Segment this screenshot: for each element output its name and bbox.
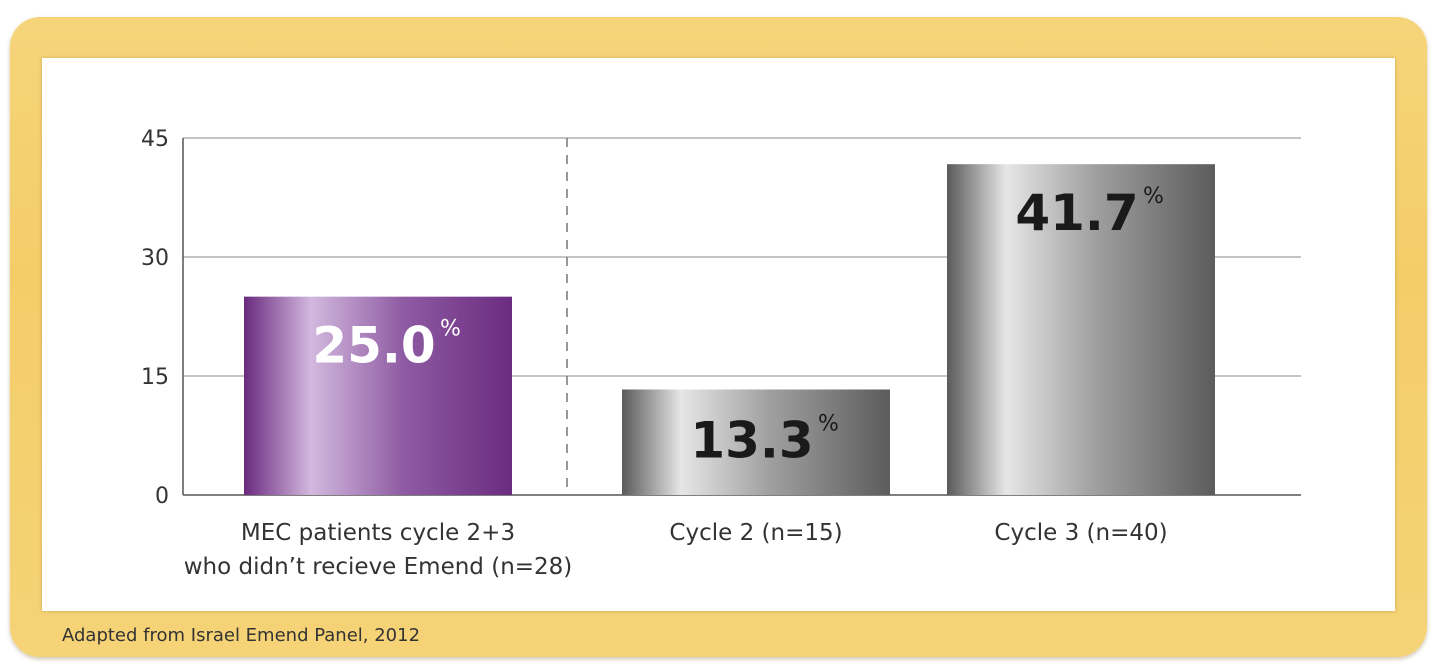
bar [622,389,890,495]
x-tick-label: MEC patients cycle 2+3 [241,520,515,546]
x-tick-label: Cycle 2 (n=15) [669,520,842,546]
y-tick-label: 0 [155,484,169,509]
y-tick-label: 45 [141,127,169,152]
y-tick-label: 30 [141,246,169,271]
x-tick-label: Cycle 3 (n=40) [994,520,1167,546]
bar [244,296,512,495]
data-label: 25.0 [312,317,435,375]
bar [947,164,1215,495]
x-tick-label: who didn’t recieve Emend (n=28) [184,554,573,580]
data-label: 13.3 [690,411,813,469]
data-label-unit: % [440,317,461,342]
data-label-unit: % [818,411,839,436]
data-label: 41.7 [1015,184,1138,242]
data-label-unit: % [1143,184,1164,209]
source-note: Adapted from Israel Emend Panel, 2012 [62,625,421,646]
y-tick-label: 15 [141,365,169,390]
